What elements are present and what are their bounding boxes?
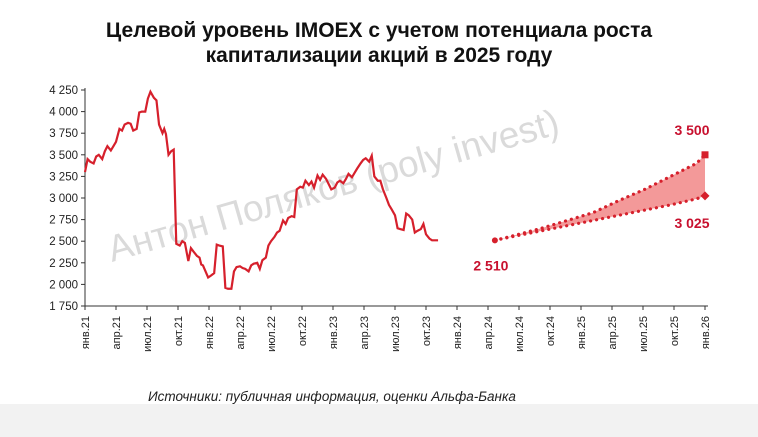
x-tick-label: окт.23 — [421, 316, 433, 346]
x-tick-label: июл.25 — [638, 316, 650, 352]
y-tick-label: 2 000 — [49, 279, 78, 291]
y-tick-label: 4 000 — [49, 107, 78, 119]
chart-title: Целевой уровень IMOEX с учетом потенциал… — [0, 18, 758, 68]
forecast-upper-line — [493, 153, 707, 242]
title-line-2: капитализации акций в 2025 году — [205, 44, 553, 67]
y-tick-label: 1 750 — [49, 301, 78, 313]
title-line-1: Целевой уровень IMOEX с учетом потенциал… — [105, 19, 653, 42]
y-tick-label: 2 250 — [49, 258, 78, 270]
imoex-line-chart: Антон Поляков (poly invest) 1 750 2 000 2 … — [49, 85, 712, 352]
y-tick-label: 3 500 — [49, 150, 78, 162]
x-tick-label: июл.21 — [142, 316, 154, 352]
x-tick-label: апр.22 — [235, 316, 247, 349]
y-tick-label: 3 750 — [49, 128, 78, 140]
x-tick-label: янв.23 — [328, 316, 340, 349]
lower-target-marker — [700, 191, 710, 201]
y-tick-label: 3 000 — [49, 193, 78, 205]
bottom-band — [0, 404, 758, 437]
x-tick-label: апр.23 — [359, 316, 371, 349]
source-note: Источники: публичная информация, оценки … — [148, 389, 516, 404]
x-tick-label: апр.24 — [483, 316, 495, 349]
x-tick-label: янв.24 — [452, 316, 464, 349]
y-tick-label: 2 500 — [49, 236, 78, 248]
x-tick-label: окт.22 — [297, 316, 309, 346]
x-tick-label: июл.24 — [514, 316, 526, 352]
watermark-text: Антон Поляков (poly invest) — [103, 101, 564, 269]
x-tick-label: апр.21 — [111, 316, 123, 349]
x-tick-label: окт.25 — [669, 316, 681, 346]
x-tick-label: окт.21 — [173, 316, 185, 346]
imoex-history-line — [83, 89, 439, 290]
upper-target-marker — [701, 151, 709, 159]
x-tick-label: янв.25 — [576, 316, 588, 349]
y-tick-label: 2 750 — [49, 215, 78, 227]
value-annotation: 3 500 — [674, 122, 709, 138]
chart-card: Целевой уровень IMOEX с учетом потенциал… — [0, 18, 758, 404]
x-tick-label: янв.26 — [700, 316, 712, 349]
x-tick-label: янв.21 — [80, 316, 92, 349]
x-tick-label: июл.22 — [266, 316, 278, 352]
x-tick-label: июл.23 — [390, 316, 402, 352]
forecast-range-band — [494, 154, 705, 241]
current-level-marker — [491, 237, 498, 244]
y-tick-label: 4 250 — [49, 85, 78, 97]
x-tick-label: янв.22 — [204, 316, 216, 349]
value-annotation: 2 510 — [473, 257, 508, 273]
y-tick-label: 3 250 — [49, 171, 78, 183]
value-annotation: 3 025 — [674, 215, 709, 231]
x-tick-label: окт.24 — [545, 316, 557, 346]
x-tick-label: апр.25 — [607, 316, 619, 349]
